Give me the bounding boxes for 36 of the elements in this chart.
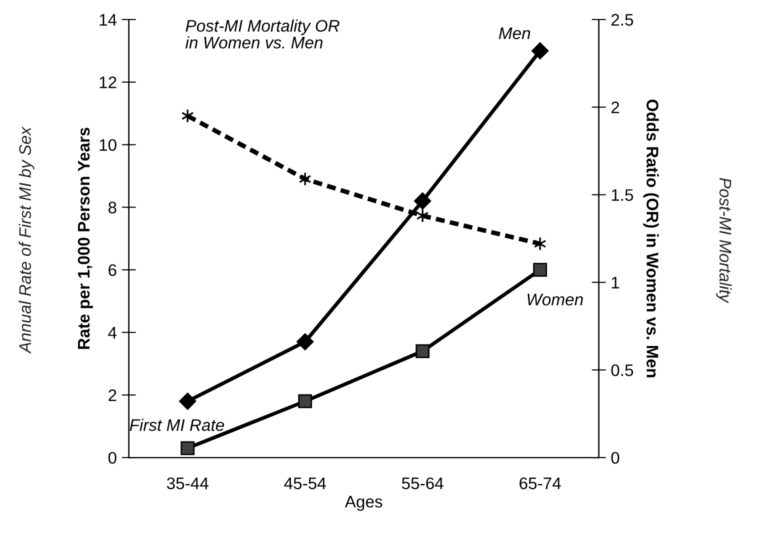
y2-tick-label: 0.5 bbox=[611, 364, 634, 376]
point bbox=[414, 192, 432, 210]
annotation: Women bbox=[528, 294, 583, 306]
y-axis-title: Rate per 1,000 Person Years bbox=[78, 128, 93, 349]
annotation: Men bbox=[498, 28, 530, 40]
y-tick-label: 4 bbox=[108, 326, 117, 338]
y-tick-label: 0 bbox=[108, 452, 116, 464]
y-tick-label: 12 bbox=[100, 76, 116, 88]
y-tick-label: 6 bbox=[108, 264, 116, 276]
x-tick-label: 45-54 bbox=[284, 478, 326, 490]
point bbox=[179, 392, 196, 410]
point bbox=[533, 262, 548, 277]
y2-tick-label: 2 bbox=[611, 102, 620, 114]
y2-tick-label: 1 bbox=[612, 276, 620, 288]
y2-tick-label: 1.5 bbox=[612, 189, 634, 201]
x-tick-label: 65-74 bbox=[520, 477, 561, 490]
y-tick-label: 10 bbox=[100, 139, 116, 151]
annotation: First MI Rate bbox=[130, 418, 224, 431]
y2-tick-label: 2.5 bbox=[611, 14, 634, 26]
x-axis-title: Ages bbox=[344, 496, 382, 511]
x-tick-label: 55-64 bbox=[402, 477, 444, 490]
y2-tick-label: 0 bbox=[611, 452, 620, 464]
y-tick-label: 8 bbox=[108, 202, 116, 214]
annotation: Post-MI Mortality OR in Women vs. Men bbox=[186, 20, 340, 49]
text: Annual Rate of First MI by Sex bbox=[18, 126, 34, 354]
point bbox=[298, 394, 312, 408]
y2-axis-title: Odds Ratio (OR) in Women vs. Men bbox=[643, 100, 659, 378]
text: Post-MI Mortality bbox=[716, 178, 732, 304]
point bbox=[180, 441, 195, 456]
point bbox=[532, 42, 549, 60]
point bbox=[296, 333, 314, 350]
y-tick-label: 14 bbox=[100, 14, 117, 26]
point bbox=[416, 344, 430, 358]
y-tick-label: 2 bbox=[108, 389, 116, 402]
point bbox=[534, 236, 546, 251]
x-tick-label: 35-44 bbox=[166, 477, 208, 490]
